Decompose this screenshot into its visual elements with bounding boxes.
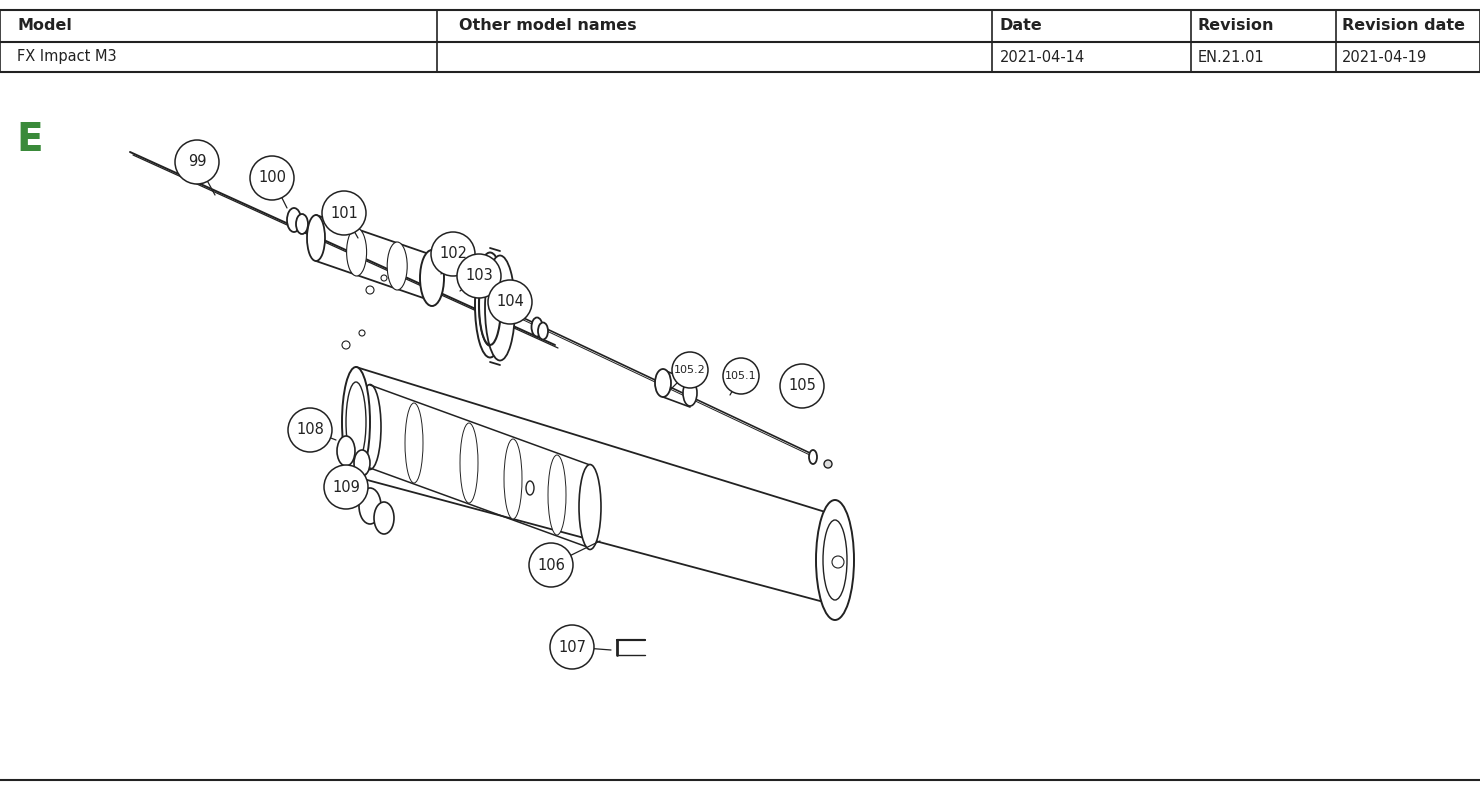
- Circle shape: [342, 341, 349, 349]
- Ellipse shape: [525, 481, 534, 495]
- Text: Date: Date: [999, 18, 1042, 33]
- Text: E: E: [16, 121, 43, 159]
- Ellipse shape: [810, 450, 817, 464]
- Ellipse shape: [579, 465, 601, 549]
- Circle shape: [380, 275, 386, 281]
- Text: 2021-04-19: 2021-04-19: [1342, 49, 1427, 64]
- Circle shape: [366, 286, 374, 294]
- Circle shape: [175, 140, 219, 184]
- Ellipse shape: [406, 403, 423, 483]
- Text: 2021-04-14: 2021-04-14: [999, 49, 1085, 64]
- Circle shape: [780, 364, 824, 408]
- Ellipse shape: [342, 367, 370, 477]
- Text: 106: 106: [537, 557, 565, 572]
- Ellipse shape: [306, 215, 326, 261]
- Circle shape: [551, 625, 593, 669]
- Ellipse shape: [505, 439, 522, 519]
- Ellipse shape: [480, 264, 502, 346]
- Ellipse shape: [296, 214, 308, 234]
- Ellipse shape: [475, 252, 505, 357]
- Circle shape: [457, 254, 502, 298]
- Ellipse shape: [388, 242, 407, 290]
- Text: FX Impact M3: FX Impact M3: [18, 49, 117, 64]
- Ellipse shape: [539, 322, 548, 340]
- Ellipse shape: [346, 228, 367, 276]
- Text: Model: Model: [18, 18, 73, 33]
- Circle shape: [824, 460, 832, 468]
- Circle shape: [488, 280, 531, 324]
- Circle shape: [724, 358, 759, 394]
- Ellipse shape: [531, 318, 543, 337]
- Ellipse shape: [815, 500, 854, 620]
- Text: Revision date: Revision date: [1342, 18, 1465, 33]
- Ellipse shape: [682, 380, 697, 406]
- Text: 99: 99: [188, 154, 206, 170]
- Text: 105.2: 105.2: [673, 365, 706, 375]
- Text: 109: 109: [332, 479, 360, 494]
- Text: 105: 105: [787, 379, 815, 393]
- Ellipse shape: [420, 250, 444, 306]
- Circle shape: [250, 156, 295, 200]
- Ellipse shape: [823, 520, 847, 600]
- Circle shape: [528, 543, 573, 587]
- Circle shape: [431, 232, 475, 276]
- Ellipse shape: [287, 208, 300, 232]
- Ellipse shape: [346, 382, 366, 462]
- Circle shape: [672, 352, 707, 388]
- Ellipse shape: [360, 384, 380, 470]
- Text: 101: 101: [330, 205, 358, 220]
- Text: EN.21.01: EN.21.01: [1197, 49, 1264, 64]
- Circle shape: [324, 465, 369, 509]
- Text: Other model names: Other model names: [459, 18, 636, 33]
- Ellipse shape: [337, 436, 355, 466]
- Text: 103: 103: [465, 268, 493, 283]
- Circle shape: [360, 330, 366, 336]
- Ellipse shape: [656, 369, 670, 397]
- Circle shape: [323, 191, 366, 235]
- Ellipse shape: [354, 450, 370, 476]
- Text: 104: 104: [496, 295, 524, 310]
- Text: 108: 108: [296, 423, 324, 438]
- Ellipse shape: [374, 502, 394, 534]
- Text: 107: 107: [558, 639, 586, 654]
- Circle shape: [832, 556, 844, 568]
- Text: 100: 100: [258, 170, 286, 185]
- Circle shape: [289, 408, 332, 452]
- Text: Revision: Revision: [1197, 18, 1274, 33]
- Ellipse shape: [485, 256, 515, 361]
- Text: 105.1: 105.1: [725, 371, 756, 381]
- Ellipse shape: [548, 455, 565, 535]
- Ellipse shape: [360, 488, 380, 524]
- Ellipse shape: [460, 423, 478, 503]
- Text: 102: 102: [440, 247, 468, 262]
